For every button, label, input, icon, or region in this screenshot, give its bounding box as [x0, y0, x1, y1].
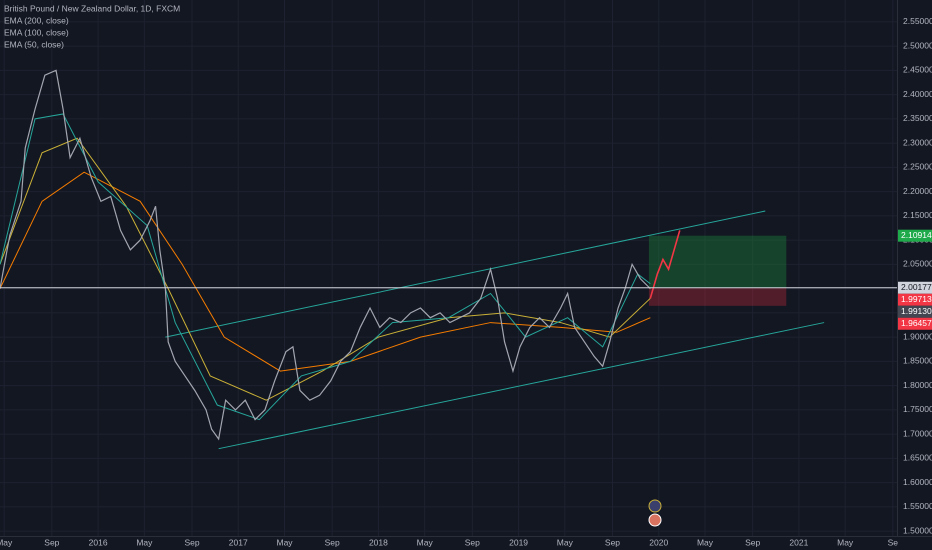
x-tick-label: Sep [605, 537, 620, 547]
x-tick-label: Sep [184, 537, 199, 547]
legend-entry: EMA (200, close) [4, 15, 69, 25]
price-label-bg [898, 293, 932, 306]
target-zone [648, 235, 787, 288]
y-tick-label: 2.25000 [903, 162, 932, 172]
price-label: 1.96457 [901, 318, 932, 328]
labels: 1.50000 1.55000 1.60000 1.65000 1.70000 1.750… [0, 15, 932, 547]
x-tick-label: 2016 [89, 537, 108, 547]
y-tick-label: 1.90000 [903, 331, 932, 341]
y-tick-label: 1.65000 [903, 453, 932, 463]
event-icon[interactable] [648, 513, 662, 527]
x-tick-label: May [417, 537, 434, 547]
price-label: 2.00177 [901, 282, 932, 292]
x-tick-label: Se [888, 537, 899, 547]
ema-line [0, 137, 651, 401]
y-tick-label: 2.20000 [903, 186, 932, 196]
projection-line [649, 230, 681, 299]
price-label-bg [898, 317, 932, 330]
x-tick-label: Sep [325, 537, 340, 547]
y-tick-label: 2.05000 [903, 259, 932, 269]
y-tick-label: 1.75000 [903, 404, 932, 414]
y-tick-label: 2.15000 [903, 210, 932, 220]
stop-zone [648, 287, 787, 306]
y-tick-label: 2.40000 [903, 89, 932, 99]
x-tick-label: 2019 [509, 537, 528, 547]
channel-line [165, 210, 766, 338]
y-tick-label: 2.50000 [903, 40, 932, 50]
x-tick-label: Sep [745, 537, 760, 547]
y-tick-label: 1.50000 [903, 525, 932, 535]
x-tick-label: 2017 [229, 537, 248, 547]
price-label-bg [898, 305, 932, 318]
channel-line [218, 322, 825, 450]
marks [0, 69, 897, 450]
x-tick-label: 2018 [369, 537, 388, 547]
event-icon[interactable] [648, 499, 662, 513]
y-tick-label: 2.45000 [903, 65, 932, 75]
price-label: 1.99130 [901, 306, 932, 316]
legend-entry: EMA (100, close) [4, 27, 69, 37]
x-tick-label: Sep [44, 537, 59, 547]
x-tick-label: Sep [465, 537, 480, 547]
x-tick-label: May [0, 537, 13, 547]
x-tick-label: May [837, 537, 854, 547]
x-tick-label: May [276, 537, 293, 547]
y-tick-label: 2.55000 [903, 16, 932, 26]
ema-line [0, 171, 651, 372]
price-label-bg [898, 281, 932, 294]
x-tick-label: May [697, 537, 714, 547]
chart-title: British Pound / New Zealand Dollar, 1D, … [4, 3, 180, 13]
y-tick-label: 2.30000 [903, 137, 932, 147]
price-label: 1.99713 [901, 294, 932, 304]
legend-entry: EMA (50, close) [4, 39, 64, 49]
x-tick-label: May [136, 537, 153, 547]
price-label: 2.10914 [901, 230, 932, 240]
price-line [0, 69, 651, 441]
x-tick-label: 2021 [789, 537, 808, 547]
y-tick-label: 1.80000 [903, 380, 932, 390]
y-tick-label: 1.55000 [903, 501, 932, 511]
x-tick-label: 2020 [649, 537, 668, 547]
y-tick-label: 1.70000 [903, 428, 932, 438]
y-tick-label: 1.85000 [903, 356, 932, 366]
x-tick-label: May [557, 537, 574, 547]
price-label-bg [898, 229, 932, 242]
y-tick-label: 1.60000 [903, 477, 932, 487]
y-tick-label: 2.35000 [903, 113, 932, 123]
grid [0, 0, 897, 536]
